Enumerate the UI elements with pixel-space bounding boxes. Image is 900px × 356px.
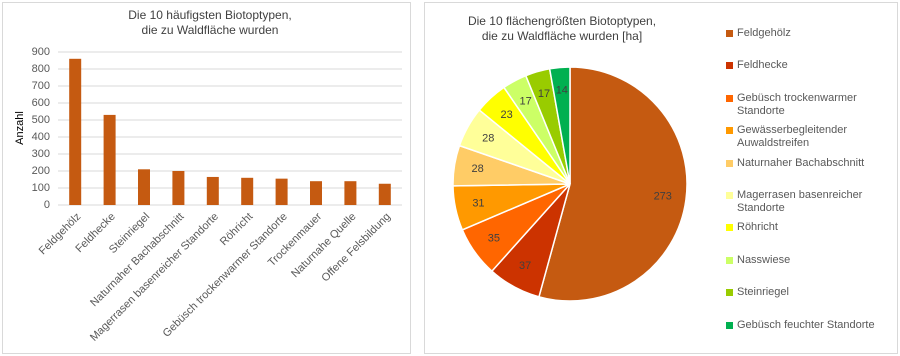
data-label: 23 xyxy=(501,109,513,121)
x-tick-label: Naturnahe Quelle xyxy=(289,211,358,280)
legend-item: Feldhecke xyxy=(726,59,887,72)
y-tick-label: 500 xyxy=(32,114,50,126)
data-label: 14 xyxy=(556,85,568,97)
legend-label: Magerrasen basenreicher Standorte xyxy=(737,189,863,214)
legend-item: Gebüsch trockenwarmer Standorte xyxy=(726,91,887,118)
legend-item: Gebüsch feuchter Standorte xyxy=(726,318,887,332)
x-tick-label: Offene Felsbildung xyxy=(319,211,393,285)
legend-label: Feldhecke xyxy=(737,59,788,72)
chart-title: Die 10 flächengrößten Biotoptypen, xyxy=(468,14,656,28)
x-tick-label: Magerrasen basenreicher Standorte xyxy=(88,211,221,344)
legend-item: Magerrasen basenreicher Standorte xyxy=(726,189,887,215)
chart-title: die zu Waldfläche wurden [ha] xyxy=(482,29,642,43)
chart-title: Die 10 häufigsten Biotoptypen, xyxy=(128,8,291,22)
y-tick-label: 700 xyxy=(32,80,50,92)
bar xyxy=(344,181,357,205)
legend-item: Steinriegel xyxy=(726,286,887,299)
legend-label: Röhricht xyxy=(737,221,778,234)
legend-label: Gewässerbegleitender Auwaldstreifen xyxy=(737,124,848,150)
data-label: 273 xyxy=(654,190,672,202)
y-tick-label: 600 xyxy=(32,97,50,109)
legend-label: Steinriegel xyxy=(737,286,789,299)
data-label: 28 xyxy=(482,132,494,144)
y-axis-label: Anzahl xyxy=(14,111,26,145)
legend-swatch xyxy=(726,192,733,199)
data-label: 28 xyxy=(471,163,483,175)
legend-item: Naturnaher Bachabschnitt xyxy=(726,156,887,170)
pie-slice xyxy=(538,66,688,302)
data-label: 17 xyxy=(520,95,532,107)
y-tick-label: 200 xyxy=(32,165,50,177)
y-tick-label: 400 xyxy=(32,131,50,143)
data-label: 17 xyxy=(538,88,550,100)
legend-swatch xyxy=(726,289,733,297)
legend-label: Naturnaher Bachabschnitt xyxy=(737,156,865,169)
legend-item: Nasswiese xyxy=(726,253,887,267)
bar xyxy=(378,183,391,205)
bar xyxy=(241,177,254,205)
data-label: 37 xyxy=(519,260,531,272)
legend-label: Feldgehölz xyxy=(737,27,791,39)
bar xyxy=(172,171,185,205)
legend-item: Röhricht xyxy=(726,221,887,234)
y-tick-label: 100 xyxy=(32,182,50,194)
y-tick-label: 300 xyxy=(32,148,50,160)
legend-swatch xyxy=(726,94,733,102)
bar xyxy=(138,169,150,205)
legend-label: Gebüsch feuchter Standorte xyxy=(737,318,875,331)
legend-swatch xyxy=(726,127,733,135)
x-tick-label: Gebüsch trockenwarmer Standorte xyxy=(161,211,290,340)
bar xyxy=(206,176,219,205)
legend-swatch xyxy=(726,256,733,264)
legend-label: Nasswiese xyxy=(737,253,791,266)
data-label: 35 xyxy=(488,232,500,244)
y-tick-label: 0 xyxy=(44,199,50,211)
legend-item: Gewässerbegleitender Auwaldstreifen xyxy=(726,124,887,150)
legend-swatch xyxy=(726,30,733,37)
legend-swatch xyxy=(726,159,733,167)
legend-swatch xyxy=(726,321,733,329)
legend-swatch xyxy=(726,62,733,70)
legend-label: Gebüsch trockenwarmer Standorte xyxy=(737,91,857,117)
data-label: 31 xyxy=(472,197,484,209)
chart-title: die zu Waldfläche wurden xyxy=(142,23,279,37)
bar xyxy=(310,181,322,205)
y-tick-label: 800 xyxy=(32,63,50,75)
bar xyxy=(103,114,116,205)
legend-swatch xyxy=(726,224,733,232)
legend-item: Feldgehölz xyxy=(726,27,887,40)
pie-slice xyxy=(548,66,571,185)
y-tick-label: 900 xyxy=(32,46,50,58)
bar xyxy=(69,58,82,205)
bar xyxy=(275,178,288,205)
